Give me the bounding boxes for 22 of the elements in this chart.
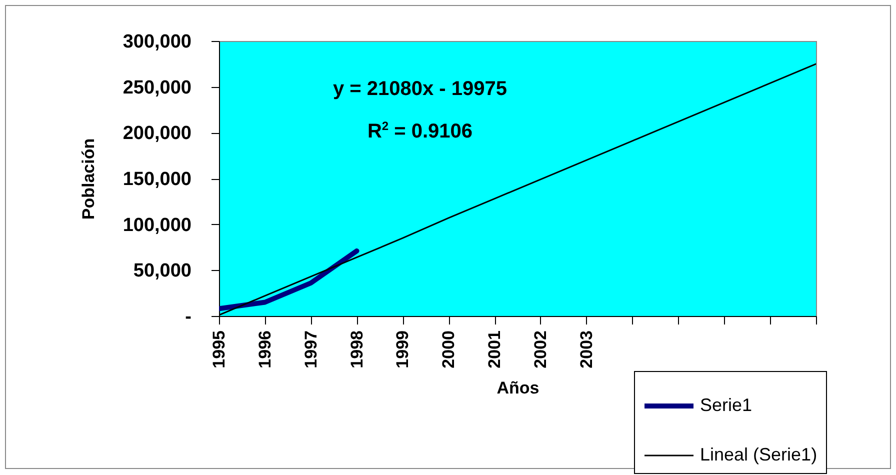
x-tick-label: 1997: [301, 330, 320, 368]
legend-label: Lineal (Serie1): [700, 444, 818, 464]
annotation: y = 21080x - 19975: [332, 78, 508, 101]
annotation: R$^{2}$ = 0.9106: [366, 119, 474, 144]
y-tick-label: 200,000: [122, 123, 192, 144]
x-tick-label: 2003: [576, 330, 596, 368]
y-axis-title: Población: [78, 138, 98, 220]
x-tick-label: 2002: [530, 330, 550, 368]
y-tick-label: 250,000: [122, 77, 192, 98]
y-tick-label: 100,000: [122, 214, 192, 236]
x-tick-label: 1996: [255, 330, 274, 368]
x-axis-title: Años: [496, 378, 540, 398]
x-tick-label: 2001: [485, 330, 504, 368]
y-tick-label: 150,000: [122, 169, 192, 190]
y-tick-label: -: [185, 306, 192, 328]
x-tick-label: 1995: [210, 330, 228, 368]
legend-label: Serie1: [700, 395, 752, 415]
x-tick-label: 1999: [393, 330, 412, 368]
x-tick-label: 2000: [439, 330, 458, 368]
y-tick-label: 50,000: [133, 260, 192, 282]
x-tick-label: 1998: [347, 330, 366, 368]
y-tick-label: 300,000: [122, 32, 192, 52]
